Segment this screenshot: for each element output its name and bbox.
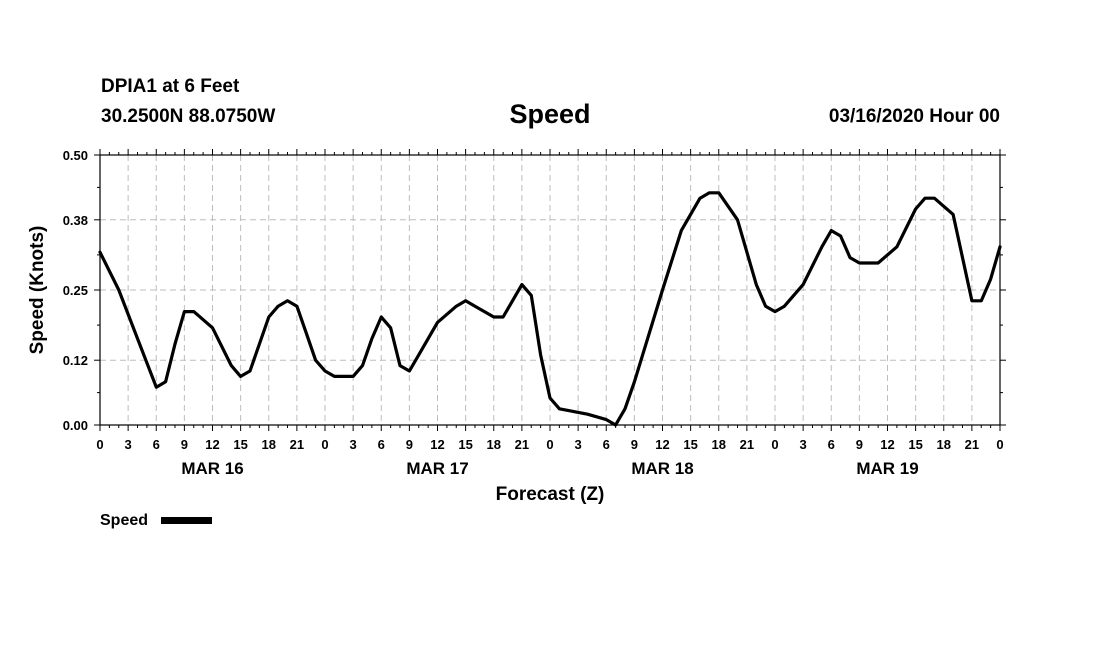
date-label: MAR 19 — [856, 459, 918, 478]
legend-label: Speed — [100, 512, 148, 529]
x-tick-label: 0 — [996, 437, 1003, 452]
x-tick-label: 18 — [487, 437, 501, 452]
y-axis-title: Speed (Knots) — [27, 226, 48, 355]
x-tick-label: 15 — [908, 437, 922, 452]
coordinates-label: 30.2500N 88.0750W — [101, 106, 276, 127]
speed-series-line — [98, 191, 1002, 427]
date-labels: MAR 16 MAR 17 MAR 18 MAR 19 — [181, 459, 918, 478]
x-tick-label: 15 — [683, 437, 697, 452]
plot-frame — [99, 154, 1001, 426]
x-tick-label: 21 — [965, 437, 979, 452]
series-layer — [98, 191, 1002, 427]
x-tick-label: 0 — [771, 437, 778, 452]
x-tick-labels: 0 3 6 9 12 15 18 21 0 3 6 9 12 15 18 21 0 3 6 9 12 15 18 21 0 3 6 9… — [96, 437, 1003, 452]
x-tick-label: 18 — [262, 437, 276, 452]
x-tick-label: 3 — [575, 437, 582, 452]
grid — [100, 155, 1000, 425]
x-tick-label: 21 — [515, 437, 529, 452]
x-tick-label: 18 — [712, 437, 726, 452]
date-label: MAR 16 — [181, 459, 243, 478]
x-tick-label: 12 — [205, 437, 219, 452]
x-tick-label: 9 — [181, 437, 188, 452]
legend-swatch — [161, 517, 212, 524]
x-tick-label: 3 — [125, 437, 132, 452]
y-tick-label: 0.00 — [63, 418, 88, 433]
x-tick-label: 12 — [880, 437, 894, 452]
x-tick-label: 9 — [856, 437, 863, 452]
x-tick-label: 9 — [406, 437, 413, 452]
x-tick-label: 18 — [937, 437, 951, 452]
date-label: MAR 17 — [406, 459, 468, 478]
y-tick-label: 0.50 — [63, 148, 88, 163]
x-tick-label: 3 — [800, 437, 807, 452]
y-tick-labels: 0.00 0.12 0.25 0.38 0.50 — [63, 148, 88, 433]
x-axis-title: Forecast (Z) — [496, 484, 605, 505]
x-tick-label: 6 — [378, 437, 385, 452]
x-tick-label: 21 — [290, 437, 304, 452]
legend: Speed — [100, 512, 212, 529]
x-tick-label: 9 — [631, 437, 638, 452]
date-label: MAR 18 — [631, 459, 693, 478]
x-tick-label: 21 — [740, 437, 754, 452]
x-tick-label: 0 — [546, 437, 553, 452]
x-tick-label: 0 — [321, 437, 328, 452]
x-tick-label: 6 — [603, 437, 610, 452]
y-tick-label: 0.38 — [63, 213, 88, 228]
x-tick-label: 6 — [153, 437, 160, 452]
station-label: DPIA1 at 6 Feet — [101, 76, 240, 97]
y-tick-label: 0.25 — [63, 283, 88, 298]
x-tick-label: 12 — [430, 437, 444, 452]
issue-time-label: 03/16/2020 Hour 00 — [828, 106, 1000, 127]
x-tick-label: 6 — [828, 437, 835, 452]
x-tick-label: 12 — [655, 437, 669, 452]
chart-title: Speed — [509, 99, 591, 129]
x-tick-label: 3 — [350, 437, 357, 452]
x-tick-label: 15 — [458, 437, 472, 452]
x-tick-label: 15 — [233, 437, 247, 452]
x-tick-label: 0 — [96, 437, 103, 452]
y-tick-label: 0.12 — [63, 353, 88, 368]
